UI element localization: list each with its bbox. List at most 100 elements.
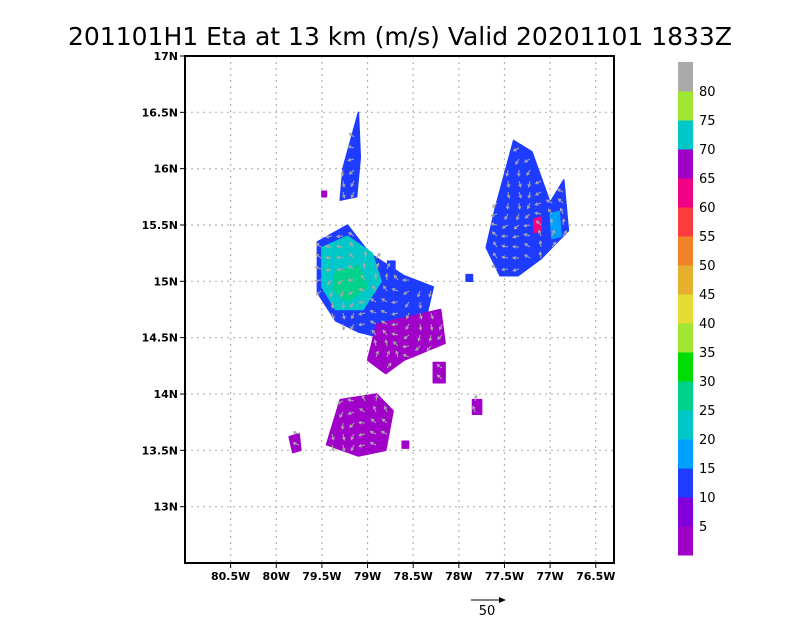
wind-vector-head <box>292 431 297 435</box>
wind-vector-head <box>511 256 516 260</box>
wind-vector-head <box>357 300 362 305</box>
wind-vector-head <box>363 250 368 255</box>
wind-vector-head <box>370 418 375 423</box>
wind-vector-head <box>524 214 529 219</box>
wind-vector-head <box>391 322 396 327</box>
wind-vector-head <box>545 199 550 203</box>
colorbar-swatch <box>678 497 693 527</box>
vector-key-label: 50 <box>479 604 496 618</box>
colorbar-swatch <box>678 207 693 237</box>
colorbar-swatch <box>678 265 693 295</box>
wind-vector-head <box>350 447 355 452</box>
wind-vector-head <box>386 262 391 267</box>
wind-vector-head <box>358 312 363 316</box>
wind-vector-head <box>380 309 385 314</box>
y-tick-label: 14N <box>153 388 178 401</box>
vector-key-arrowhead <box>499 597 506 603</box>
wind-vector-head <box>358 322 363 327</box>
wind-vector-head <box>552 241 557 246</box>
colorbar-label: 60 <box>699 201 716 216</box>
wind-vector-head <box>331 436 335 441</box>
wind-vector-head <box>380 320 385 324</box>
wind-vector-head <box>372 285 376 290</box>
wind-vector-head <box>429 326 434 331</box>
wind-vector-head <box>360 274 365 279</box>
colorbar-swatch <box>678 178 693 208</box>
wind-vector-head <box>324 244 329 249</box>
wind-vector-head <box>491 264 496 269</box>
wind-vector-head <box>340 172 345 177</box>
x-tick-label: 80.5W <box>211 570 250 583</box>
colorbar-label: 25 <box>699 404 716 419</box>
wind-vector-head <box>350 436 355 441</box>
wind-vector-head <box>518 183 522 188</box>
wind-vector-head <box>375 262 380 267</box>
colorbar-swatch <box>678 439 693 469</box>
wind-vector-head <box>523 223 528 228</box>
wind-vector-head <box>534 211 539 216</box>
wind-vector-head <box>511 244 516 249</box>
wind-vector-head <box>383 405 388 410</box>
wind-vector-head <box>395 350 399 355</box>
wind-vector-head <box>347 145 352 149</box>
wind-vector-head <box>340 293 344 298</box>
wind-vector-head <box>374 394 379 399</box>
colorbar-label: 40 <box>699 317 716 332</box>
colorbar-label: 10 <box>699 491 716 506</box>
region-north-streak <box>339 111 362 201</box>
wind-vector-head <box>347 265 352 269</box>
wind-vector-head <box>527 183 532 188</box>
wind-vector-head <box>418 326 423 331</box>
colorbar: 5 10 15 20 25 30 35 40 45 50 55 60 65 70 75 80 <box>678 62 716 556</box>
wind-vector-head <box>375 350 379 355</box>
colorbar-swatch <box>678 352 693 382</box>
region-speck-ne <box>465 273 474 283</box>
wind-vector-head <box>505 172 510 177</box>
wind-vector-head <box>430 315 434 320</box>
colorbar-swatch <box>678 526 693 556</box>
chart-title: 201101H1 Eta at 13 km (m/s) Valid 202011… <box>68 22 732 51</box>
wind-vector-head <box>325 234 330 239</box>
wind-vector-head <box>315 291 320 296</box>
wind-vector-head <box>369 309 374 314</box>
wind-vector-head <box>387 362 392 367</box>
wind-vector-head <box>341 326 346 331</box>
colorbar-swatch <box>678 149 693 179</box>
wind-vector-head <box>527 194 532 199</box>
wind-vector-head <box>436 364 441 368</box>
wind-vector-head <box>490 213 495 217</box>
wind-vector-head <box>392 341 397 345</box>
colorbar-label: 75 <box>699 114 716 129</box>
wind-vector-head <box>515 161 519 166</box>
wind-vector-head <box>347 232 352 236</box>
colorbar-label: 30 <box>699 375 716 390</box>
wind-vector-head <box>490 222 495 226</box>
wind-vector-head <box>371 329 376 334</box>
wind-vector-head <box>348 171 353 175</box>
x-tick-label: 79W <box>354 570 381 583</box>
wind-vector-head <box>419 315 423 320</box>
wind-vector-head <box>523 159 528 163</box>
wind-vector-head <box>350 326 354 331</box>
wind-vector-head <box>559 207 564 212</box>
colorbar-label: 50 <box>699 259 716 274</box>
x-tick-label: 80W <box>263 570 290 583</box>
wind-vector-head <box>391 332 396 336</box>
wind-vector-head <box>369 430 374 435</box>
wind-vector-head <box>518 194 522 199</box>
wind-vector-head <box>390 300 395 305</box>
wind-vector-head <box>336 400 341 405</box>
wind-vector-head <box>505 206 510 211</box>
wind-vector-head <box>557 198 562 203</box>
wind-vector-head <box>383 285 387 290</box>
wind-vector-head <box>556 188 561 193</box>
x-tick-label: 79.5W <box>302 570 341 583</box>
y-tick-label: 15N <box>153 275 178 288</box>
colorbar-swatch <box>678 120 693 150</box>
x-tick-label: 76.5W <box>576 570 615 583</box>
wind-vector-head <box>350 303 354 308</box>
wind-vector-head <box>384 339 389 344</box>
plot-frame <box>184 55 615 564</box>
wind-vector-head <box>538 251 543 256</box>
wind-vector-head <box>401 278 406 282</box>
